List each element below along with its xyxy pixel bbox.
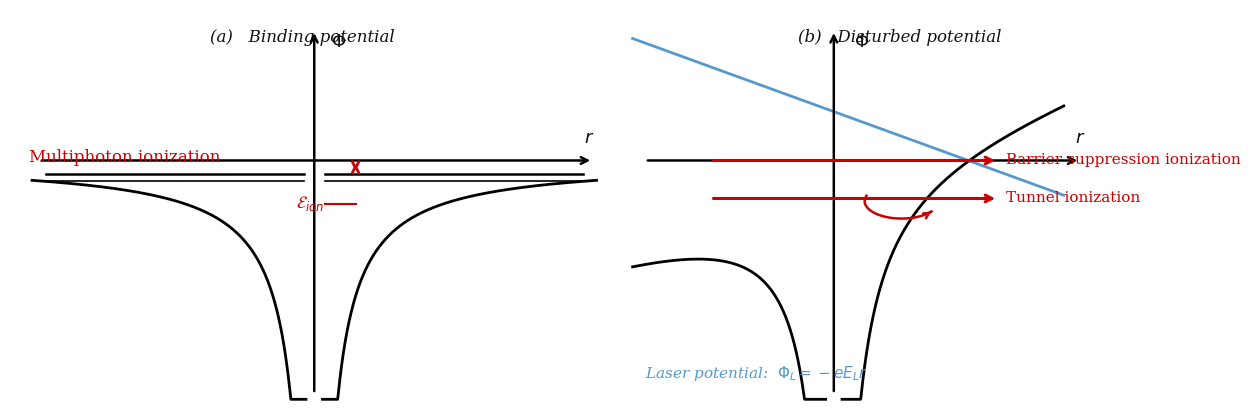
Text: $r$: $r$ [1075,129,1085,147]
Text: $\mathcal{E}_{ion}$: $\mathcal{E}_{ion}$ [297,195,324,214]
Text: $\Phi$: $\Phi$ [855,33,870,51]
Text: $r$: $r$ [585,129,595,147]
Text: Multiphoton ionization: Multiphoton ionization [29,149,220,166]
Text: Barrier-suppression ionization: Barrier-suppression ionization [1007,154,1241,168]
Text: Laser potential:  $\Phi_L = -eE_Lr$: Laser potential: $\Phi_L = -eE_Lr$ [645,364,867,383]
Text: Tunnel ionization: Tunnel ionization [1007,192,1140,206]
Text: $\Phi$: $\Phi$ [332,33,347,51]
Text: (a)   Binding potential: (a) Binding potential [210,28,395,45]
Text: (b)   Disturbed potential: (b) Disturbed potential [798,28,1002,45]
